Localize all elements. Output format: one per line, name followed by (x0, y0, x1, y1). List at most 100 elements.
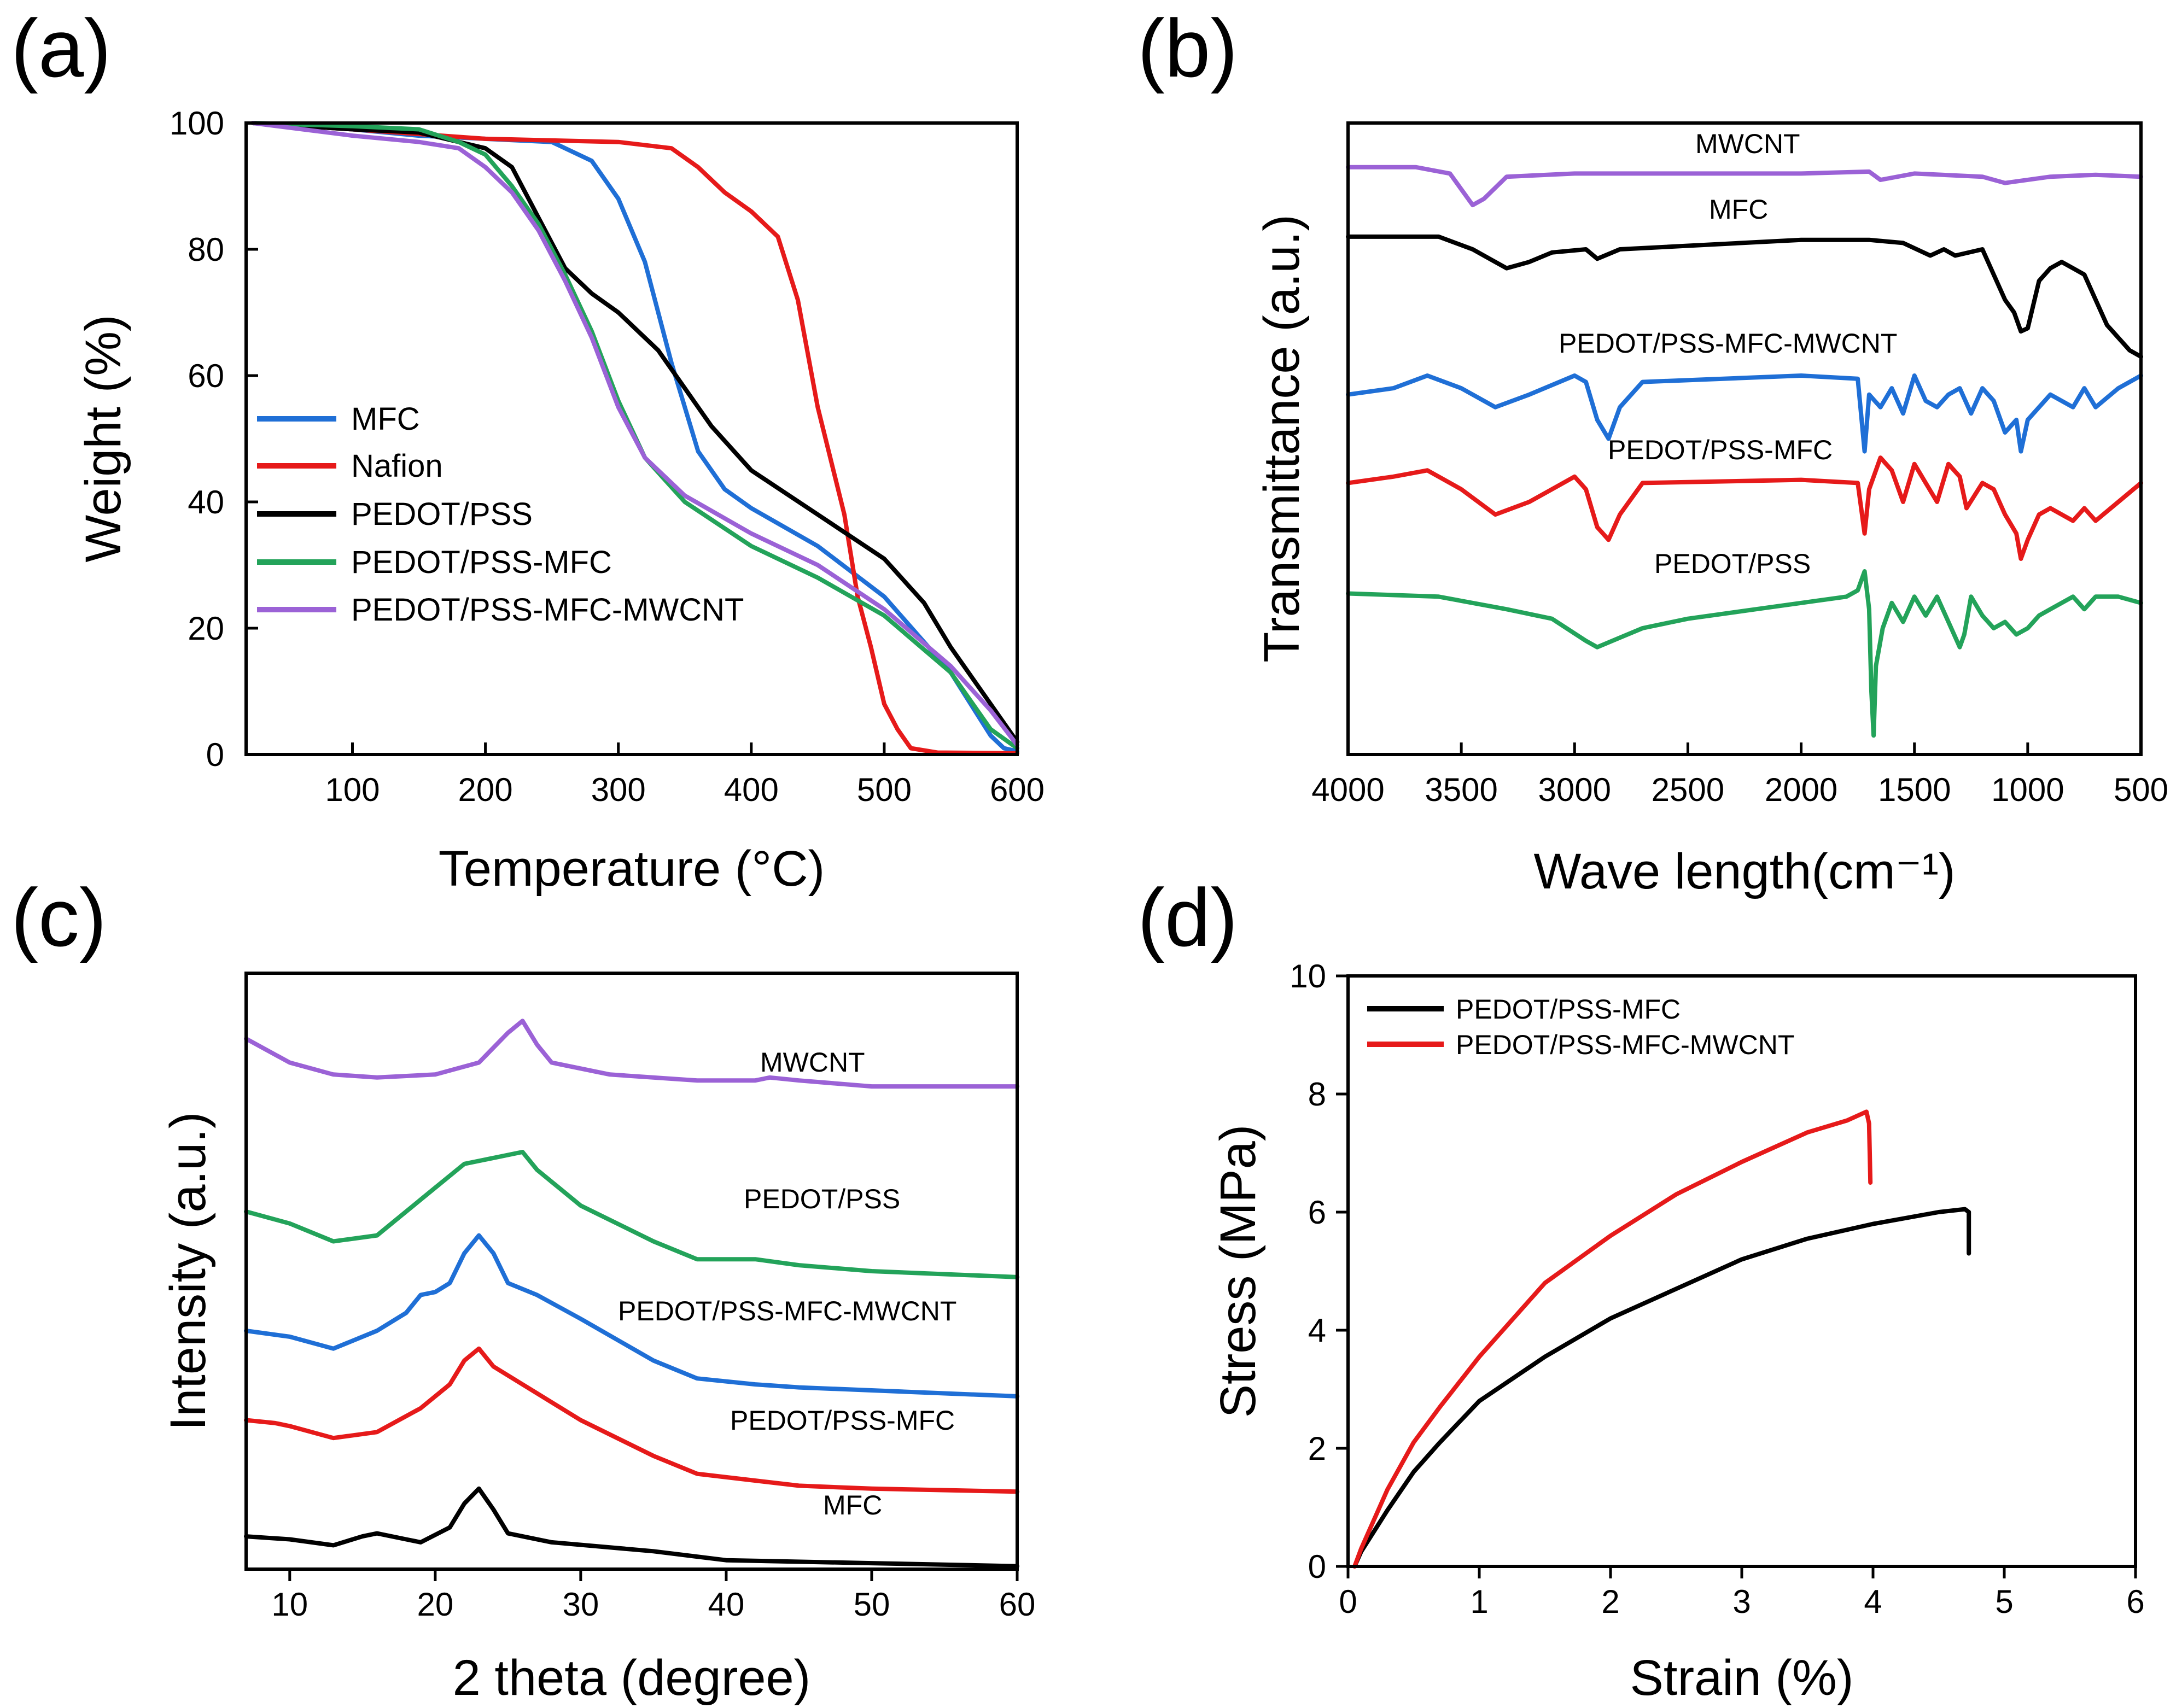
x-tick-label: 3500 (1425, 771, 1497, 808)
panel-d-xlabel: Strain (%) (1630, 1650, 1854, 1706)
y-tick-label: 8 (1308, 1076, 1326, 1113)
y-tick-label: 4 (1308, 1312, 1326, 1349)
panel-c-series-label-3: PEDOT/PSS-MFC (730, 1405, 955, 1436)
x-tick-label: 1 (1470, 1583, 1488, 1620)
series-line-pedot-pss-mfc (244, 1346, 1019, 1494)
y-tick-label: 60 (188, 358, 224, 394)
series-line-mfc (244, 1486, 1019, 1569)
y-tick-label: 10 (1290, 958, 1326, 995)
series-line-pedot-pss-mfc-mwcnt (250, 121, 1019, 747)
y-tick-label: 100 (170, 105, 224, 142)
panel-b-series-label-1: MFC (1709, 194, 1768, 225)
legend-a-label-3: PEDOT/PSS-MFC (351, 545, 612, 580)
series-line-mfc (1346, 234, 2143, 359)
y-tick-label: 20 (188, 610, 224, 647)
panel-c-series-label-1: PEDOT/PSS (744, 1184, 900, 1214)
panel-b-series-label-4: PEDOT/PSS (1654, 548, 1811, 579)
panel-b-frame (1346, 121, 2143, 756)
panel-b-plot: 4000 3500 3000 2500 2000 1500 1000 500 (1311, 165, 2168, 808)
panel-b-xlabel: Wave length(cm⁻¹) (1533, 844, 1955, 899)
panel-a-xlabel: Temperature (°C) (439, 841, 825, 897)
y-tick-label: 6 (1308, 1194, 1326, 1231)
panel-c-series-label-0: MWCNT (760, 1047, 865, 1078)
x-tick-label: 4 (1864, 1583, 1882, 1620)
legend-d-label-0: PEDOT/PSS-MFC (1456, 994, 1681, 1025)
series-line-mwcnt (1346, 165, 2143, 208)
x-tick-label: 6 (2126, 1583, 2144, 1620)
panel-b-series-label-2: PEDOT/PSS-MFC-MWCNT (1559, 328, 1897, 359)
panel-a-plot: 100 200 300 400 500 600 0 20 40 60 80 100 (170, 105, 1045, 808)
y-tick-label: 0 (206, 736, 224, 773)
legend-d-label-1: PEDOT/PSS-MFC-MWCNT (1456, 1030, 1794, 1060)
series-line-pedot-pss-mfc-mwcnt (1352, 1109, 1873, 1569)
panel-a-ylabel: Weight (%) (75, 314, 131, 562)
x-tick-label: 60 (999, 1586, 1036, 1623)
panel-b-series-label-0: MWCNT (1695, 128, 1800, 159)
series-line-pedot-pss (244, 1150, 1019, 1279)
legend-a-label-1: Nafion (351, 448, 443, 484)
series-line-pedot-pss-mfc (1352, 1207, 1971, 1569)
y-tick-label: 0 (1308, 1548, 1326, 1585)
panel-d-legend: PEDOT/PSS-MFC PEDOT/PSS-MFC-MWCNT (1367, 994, 1794, 1060)
x-tick-label: 200 (458, 771, 513, 808)
legend-a-label-2: PEDOT/PSS (351, 496, 533, 532)
series-line-pedot-pss-mfc-mwcnt (244, 1233, 1019, 1399)
x-tick-label: 30 (563, 1586, 599, 1623)
legend-a-label-0: MFC (351, 401, 420, 437)
series-line-pedot-pss (250, 121, 1019, 744)
x-tick-label: 2500 (1652, 771, 1724, 808)
x-tick-label: 3000 (1538, 771, 1611, 808)
x-tick-label: 1500 (1878, 771, 1951, 808)
panel-a: (a) 100 200 300 400 500 600 0 20 40 60 80 100 Tempe… (11, 2, 1045, 897)
panel-a-letter: (a) (11, 2, 111, 94)
legend-a-label-4: PEDOT/PSS-MFC-MWCNT (351, 592, 744, 628)
panel-c-xlabel: 2 theta (degree) (453, 1650, 811, 1706)
x-tick-label: 500 (2114, 771, 2168, 808)
x-tick-label: 600 (990, 771, 1045, 808)
panel-d: (d) 0 1 2 3 4 5 6 0 2 4 6 8 10 Strain (%) Stress (MP… (1137, 871, 2145, 1706)
x-tick-label: 4000 (1311, 771, 1384, 808)
panel-b-letter: (b) (1137, 2, 1238, 94)
x-tick-label: 10 (271, 1586, 308, 1623)
series-line-pedot-pss-mfc-mwcnt (1346, 373, 2143, 454)
series-line-pedot-pss (1346, 569, 2143, 738)
panel-c-letter: (c) (11, 871, 107, 963)
panel-b-ylabel: Transmittance (a.u.) (1254, 214, 1310, 663)
x-tick-label: 0 (1339, 1583, 1357, 1620)
panel-b: (b) 4000 3500 3000 2500 2000 1500 1000 500 Wave… (1137, 2, 2168, 899)
panel-c-series-label-2: PEDOT/PSS-MFC-MWCNT (618, 1296, 956, 1326)
series-line-pedot-pss-mfc (1346, 455, 2143, 561)
panel-c-ylabel: Intensity (a.u.) (160, 1112, 216, 1431)
panel-b-series-label-3: PEDOT/PSS-MFC (1608, 435, 1833, 465)
series-line-mwcnt (244, 1019, 1019, 1089)
x-tick-label: 2000 (1765, 771, 1837, 808)
series-line-pedot-pss-mfc (250, 121, 1019, 751)
x-tick-label: 50 (854, 1586, 890, 1623)
x-tick-label: 2 (1601, 1583, 1619, 1620)
y-tick-label: 40 (188, 484, 224, 520)
panel-a-legend: MFC Nafion PEDOT/PSS PEDOT/PSS-MFC PEDOT… (257, 401, 744, 628)
panel-c-frame (244, 972, 1019, 1571)
x-tick-label: 3 (1732, 1583, 1751, 1620)
x-tick-label: 300 (591, 771, 646, 808)
panel-d-ylabel: Stress (MPa) (1210, 1125, 1266, 1418)
panel-d-letter: (d) (1137, 871, 1238, 963)
x-tick-label: 500 (857, 771, 912, 808)
x-tick-label: 1000 (1991, 771, 2064, 808)
x-tick-label: 400 (724, 771, 779, 808)
x-tick-label: 40 (708, 1586, 745, 1623)
panel-a-frame (244, 121, 1019, 756)
panel-c-series-label-4: MFC (823, 1490, 882, 1520)
y-tick-label: 2 (1308, 1430, 1326, 1467)
panel-c-plot: 10 20 30 40 50 60 (244, 1019, 1036, 1623)
x-tick-label: 20 (417, 1586, 453, 1623)
x-tick-label: 100 (325, 771, 380, 808)
panel-d-plot: 0 1 2 3 4 5 6 0 2 4 6 8 10 (1290, 958, 2144, 1620)
panel-d-frame (1346, 974, 2137, 1568)
y-tick-label: 80 (188, 231, 224, 268)
x-tick-label: 5 (1995, 1583, 2013, 1620)
panel-c: (c) 10 20 30 40 50 60 2 theta (degree) Intens… (11, 871, 1035, 1706)
series-line-nafion (250, 121, 1019, 756)
